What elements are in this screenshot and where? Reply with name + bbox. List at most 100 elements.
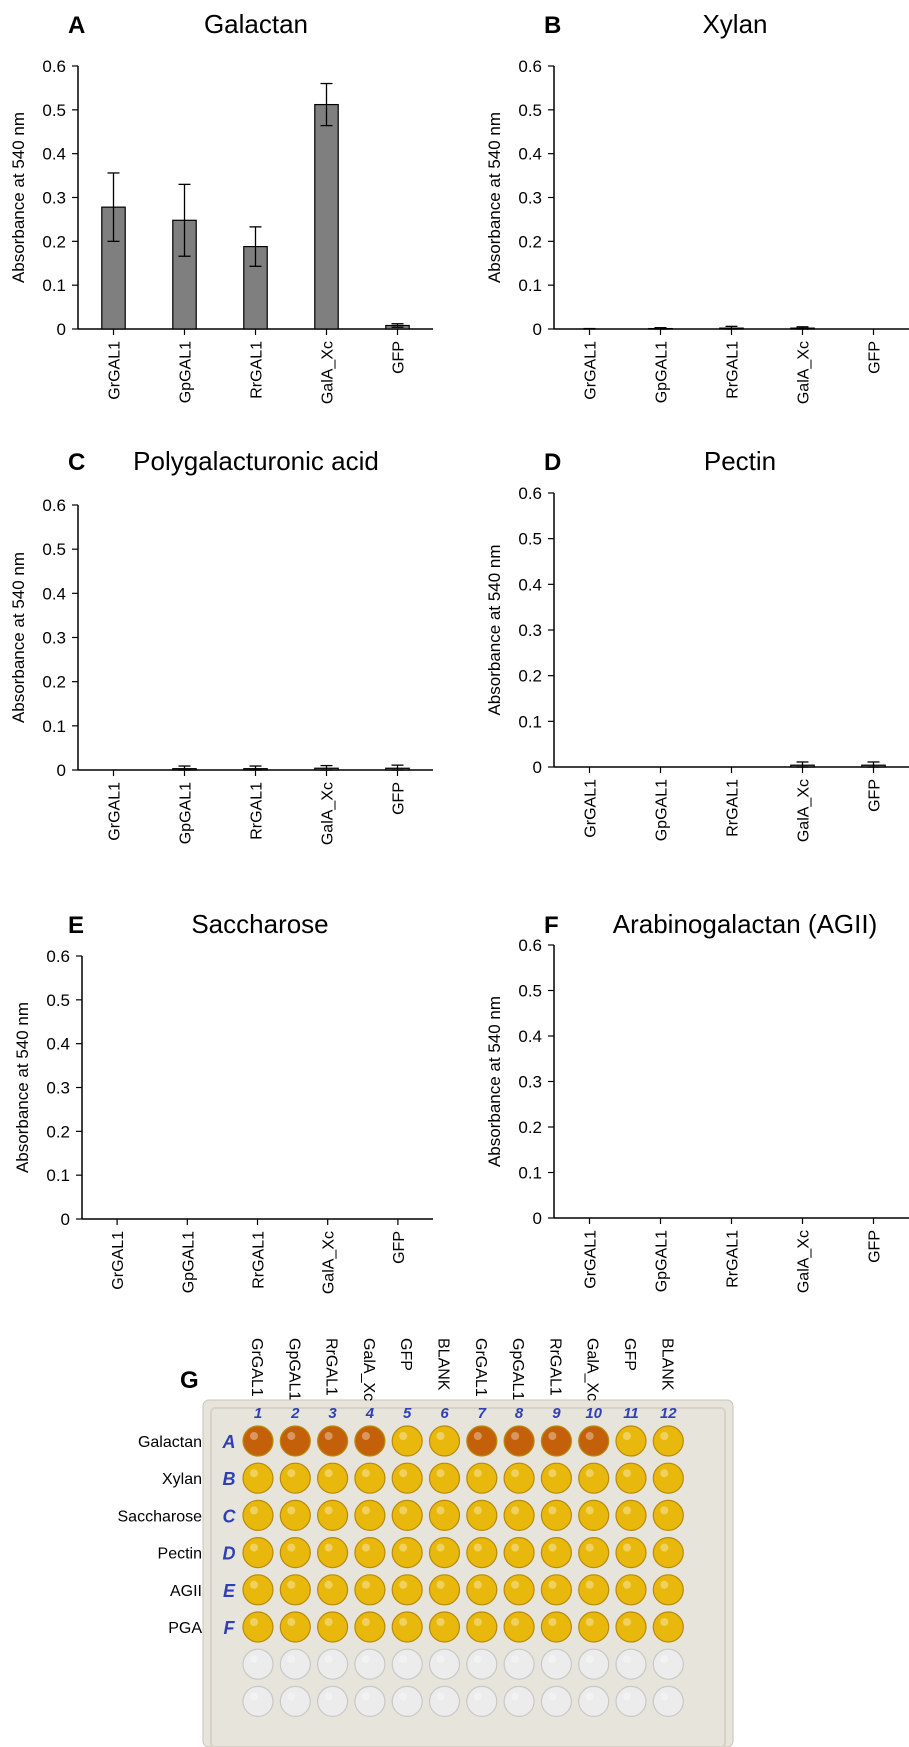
well-highlight: [473, 1543, 482, 1552]
y-axis-label: Absorbance at 540 nm: [485, 544, 504, 715]
well-highlight: [585, 1580, 594, 1589]
chart-title: Saccharose: [191, 909, 328, 939]
x-tick-label: GrGAL1: [583, 779, 600, 838]
well-highlight: [324, 1506, 333, 1515]
well: [615, 1536, 647, 1569]
well: [540, 1425, 573, 1457]
well: [615, 1685, 647, 1718]
y-tick-label: 0.3: [42, 189, 66, 208]
well-highlight: [361, 1506, 370, 1515]
column-header: GFP: [621, 1338, 638, 1371]
y-tick-label: 0: [533, 320, 542, 339]
well: [503, 1611, 535, 1643]
well-highlight: [473, 1469, 482, 1478]
well-highlight: [548, 1432, 557, 1440]
well-highlight: [287, 1543, 296, 1552]
y-tick-label: 0.4: [518, 575, 542, 594]
plate-frame: [210, 1407, 726, 1747]
well: [503, 1462, 535, 1494]
y-tick-label: 0.3: [518, 189, 542, 208]
x-tick-label: GFP: [391, 1231, 408, 1264]
well-highlight: [473, 1692, 482, 1701]
well-highlight: [623, 1618, 631, 1626]
well-highlight: [623, 1580, 631, 1589]
well: [317, 1425, 349, 1457]
well-highlight: [623, 1692, 631, 1701]
well-highlight: [436, 1580, 445, 1589]
well-highlight: [287, 1432, 296, 1440]
well: [466, 1499, 498, 1532]
y-tick-label: 0.1: [518, 276, 542, 295]
well: [279, 1425, 311, 1457]
y-tick-label: 0.6: [518, 484, 542, 503]
well: [242, 1462, 274, 1494]
well: [652, 1462, 684, 1494]
well: [578, 1425, 610, 1457]
row-letter: F: [224, 1618, 236, 1638]
column-header: GalA_Xc: [360, 1338, 377, 1401]
well: [615, 1425, 647, 1457]
well-highlight: [250, 1543, 258, 1552]
well-highlight: [585, 1618, 594, 1626]
well: [242, 1425, 274, 1457]
well-highlight: [660, 1506, 669, 1515]
y-tick-label: 0: [57, 761, 66, 780]
well: [615, 1462, 647, 1494]
column-number: 7: [478, 1405, 487, 1422]
y-tick-label: 0.3: [46, 1079, 70, 1098]
well: [503, 1685, 535, 1718]
well: [279, 1462, 311, 1494]
column-number: 5: [403, 1405, 412, 1422]
column-number: 4: [365, 1405, 375, 1422]
x-tick-label: GrGAL1: [583, 341, 600, 400]
well-highlight: [511, 1580, 520, 1589]
well-highlight: [324, 1543, 333, 1552]
column-header: GpGAL1: [509, 1338, 526, 1400]
column-number: 11: [623, 1405, 639, 1422]
chart-panel-f: F Arabinogalactan (AGII) Absorbance at 540…: [485, 909, 909, 1293]
y-tick-label: 0.1: [518, 1164, 542, 1183]
column-number: 6: [440, 1405, 449, 1422]
well-highlight: [361, 1432, 370, 1440]
well: [279, 1685, 311, 1718]
well-highlight: [585, 1469, 594, 1478]
well: [242, 1536, 274, 1569]
well-highlight: [585, 1543, 594, 1552]
well-highlight: [399, 1469, 408, 1478]
well: [391, 1611, 423, 1643]
chart-title: Polygalacturonic acid: [133, 446, 379, 476]
well-highlight: [623, 1432, 631, 1440]
well-highlight: [250, 1469, 258, 1478]
well: [503, 1536, 535, 1569]
x-tick-label: GFP: [391, 782, 408, 815]
well-highlight: [511, 1655, 520, 1664]
x-tick-label: GFP: [867, 779, 884, 812]
x-tick-label: GFP: [391, 341, 408, 374]
panel-letter: D: [544, 449, 561, 476]
well-highlight: [361, 1692, 370, 1701]
x-tick-label: GFP: [867, 1230, 884, 1263]
chart-panel-a: A Galactan Absorbance at 540 nm 0 0.1 0.2 0.3 0…: [9, 9, 433, 404]
well-highlight: [473, 1580, 482, 1589]
x-tick-label: GalA_Xc: [796, 779, 813, 842]
x-tick-label: GalA_Xc: [796, 1230, 813, 1293]
well: [578, 1536, 610, 1569]
y-axis-label: Absorbance at 540 nm: [485, 112, 504, 283]
well-highlight: [511, 1506, 520, 1515]
well-highlight: [399, 1618, 408, 1626]
well: [540, 1462, 573, 1494]
y-tick-label: 0.1: [46, 1166, 70, 1185]
well-highlight: [361, 1618, 370, 1626]
column-header: BLANK: [435, 1338, 452, 1391]
well-highlight: [361, 1580, 370, 1589]
well: [354, 1574, 386, 1606]
chart-panels: A Galactan Absorbance at 540 nm 0 0.1 0.2 0.3 0…: [9, 9, 909, 1294]
x-tick-label: RrGAL1: [251, 1231, 268, 1289]
chart-panel-b: B Xylan Absorbance at 540 nm 0 0.1 0.2 0.3 0.4 0…: [485, 9, 909, 404]
panel-letter: B: [544, 12, 561, 39]
well: [466, 1574, 498, 1606]
y-tick-label: 0.3: [518, 1073, 542, 1092]
row-letter: B: [223, 1469, 236, 1489]
well-highlight: [548, 1469, 557, 1478]
well: [279, 1648, 311, 1680]
